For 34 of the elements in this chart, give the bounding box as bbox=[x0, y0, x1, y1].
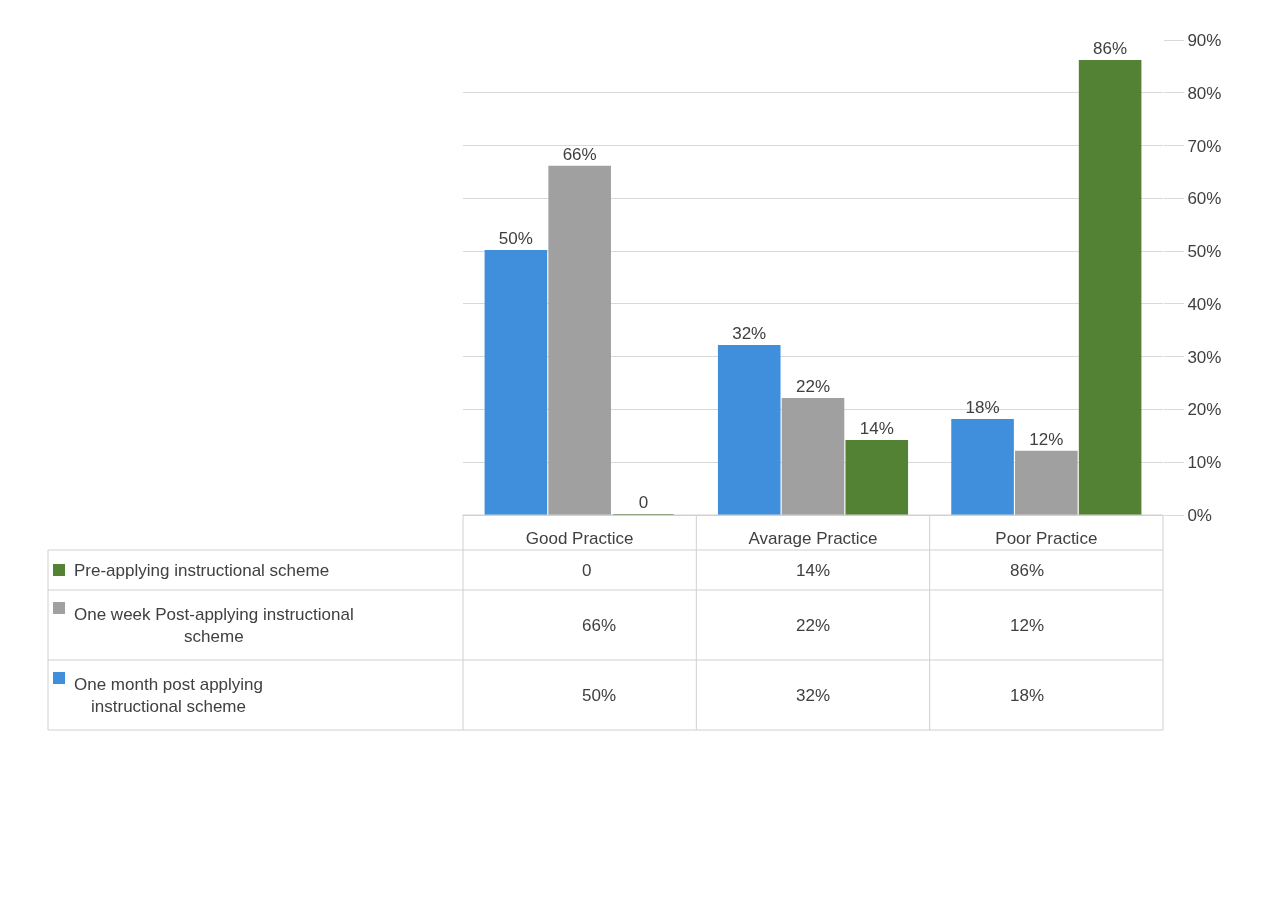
legend-label: One week Post-applying instructional scheme bbox=[74, 605, 354, 647]
text: 32% bbox=[732, 324, 767, 344]
data-label: 0 bbox=[582, 561, 592, 580]
data-label: 50% bbox=[582, 686, 617, 705]
y-tick-label: 10% bbox=[1187, 453, 1222, 473]
text: 50% bbox=[498, 229, 533, 249]
y-tick-label: 90% bbox=[1187, 30, 1222, 50]
y-tick-label: 30% bbox=[1187, 347, 1222, 367]
y-tick-label: 50% bbox=[1187, 242, 1222, 262]
data-label: 22% bbox=[796, 616, 831, 635]
text: 22% bbox=[795, 376, 831, 396]
y-tick-label: 60% bbox=[1187, 189, 1222, 209]
data-label: 18% bbox=[1010, 686, 1045, 705]
data-label: 66% bbox=[582, 616, 617, 635]
text: 66% bbox=[562, 144, 597, 164]
text: 86% bbox=[1093, 39, 1128, 59]
text: 18% bbox=[965, 398, 1000, 417]
x-tick-label: Good Practice bbox=[525, 529, 634, 549]
data-label: 86% bbox=[1010, 561, 1045, 580]
y-tick-label: 20% bbox=[1187, 400, 1222, 420]
x-tick-label: Poor Practice bbox=[995, 529, 1098, 549]
y-tick-label: 80% bbox=[1187, 83, 1222, 103]
data-label: 14% bbox=[796, 561, 831, 580]
text: 14% bbox=[859, 419, 894, 439]
legend-label: One month post applying instructional scheme bbox=[74, 675, 264, 717]
data-label: 32% bbox=[796, 686, 831, 705]
y-tick-label: 40% bbox=[1187, 294, 1222, 314]
data-label: 12% bbox=[1010, 616, 1045, 635]
legend-label: Pre-applying instructional scheme bbox=[74, 561, 330, 580]
x-tick-label: Avarage Practice bbox=[748, 529, 878, 549]
text: 0 bbox=[638, 493, 649, 512]
text: 12% bbox=[1029, 429, 1064, 449]
y-tick-label: 70% bbox=[1187, 136, 1222, 156]
y-tick-label: 0% bbox=[1187, 505, 1212, 525]
